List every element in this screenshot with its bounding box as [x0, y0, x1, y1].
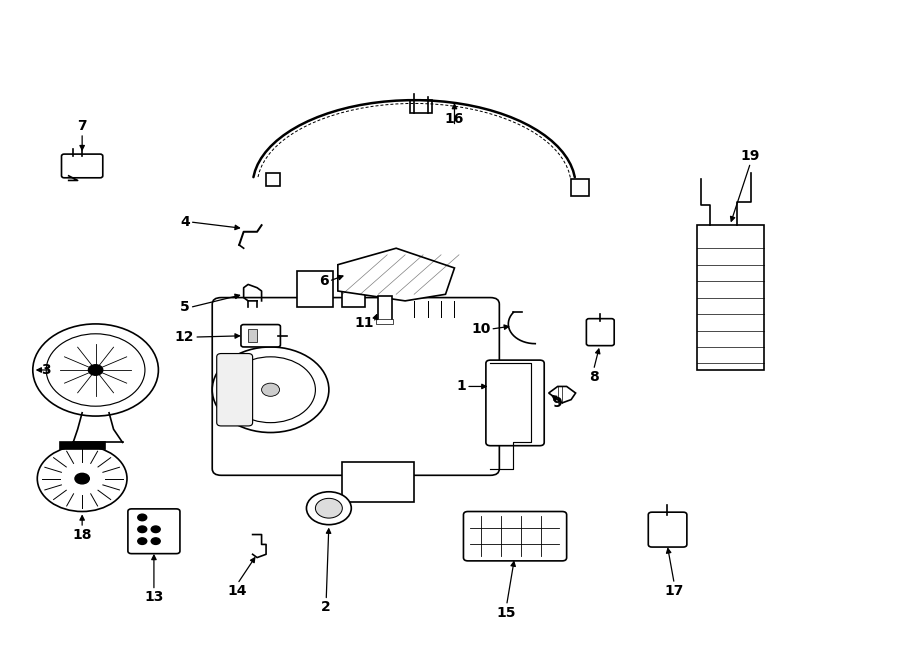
Text: 4: 4: [180, 215, 190, 229]
Circle shape: [32, 324, 158, 416]
Bar: [376, 319, 393, 324]
Polygon shape: [549, 387, 576, 403]
Bar: [342, 281, 364, 307]
Circle shape: [138, 514, 147, 521]
Bar: [697, 225, 764, 370]
FancyBboxPatch shape: [648, 512, 687, 547]
Text: 7: 7: [77, 119, 87, 133]
Text: 9: 9: [553, 396, 562, 410]
Text: 13: 13: [144, 590, 164, 605]
Bar: [266, 173, 280, 186]
Text: 10: 10: [471, 322, 491, 336]
Polygon shape: [338, 249, 454, 301]
Circle shape: [226, 357, 315, 422]
FancyBboxPatch shape: [464, 512, 567, 561]
Bar: [342, 462, 414, 502]
Circle shape: [138, 538, 147, 545]
Circle shape: [75, 473, 89, 484]
Text: 16: 16: [445, 112, 464, 126]
Text: 5: 5: [180, 301, 190, 315]
Circle shape: [46, 334, 145, 407]
Circle shape: [306, 492, 351, 525]
Circle shape: [262, 383, 280, 397]
Circle shape: [88, 365, 103, 375]
Text: 3: 3: [41, 363, 50, 377]
Text: 8: 8: [589, 370, 598, 384]
Text: 11: 11: [355, 315, 374, 330]
Text: 1: 1: [456, 379, 466, 393]
Circle shape: [315, 498, 342, 518]
Bar: [59, 442, 104, 449]
FancyBboxPatch shape: [486, 360, 544, 446]
Text: 17: 17: [664, 584, 684, 598]
Text: 14: 14: [228, 584, 248, 598]
Circle shape: [37, 446, 127, 512]
Bar: [248, 329, 257, 342]
Circle shape: [151, 538, 160, 545]
Text: 15: 15: [497, 605, 517, 619]
FancyBboxPatch shape: [128, 509, 180, 554]
Bar: [572, 179, 590, 196]
FancyBboxPatch shape: [587, 319, 614, 346]
FancyBboxPatch shape: [217, 354, 253, 426]
Text: 6: 6: [320, 274, 328, 288]
Text: 12: 12: [175, 330, 194, 344]
Circle shape: [212, 347, 328, 432]
Text: 19: 19: [741, 149, 760, 163]
Circle shape: [151, 526, 160, 533]
Circle shape: [138, 526, 147, 533]
Bar: [378, 295, 392, 321]
FancyBboxPatch shape: [61, 154, 103, 178]
Bar: [298, 271, 333, 307]
FancyBboxPatch shape: [212, 297, 500, 475]
FancyBboxPatch shape: [241, 325, 281, 347]
Bar: [410, 100, 432, 113]
Text: 2: 2: [321, 600, 331, 614]
Text: 18: 18: [72, 528, 92, 542]
